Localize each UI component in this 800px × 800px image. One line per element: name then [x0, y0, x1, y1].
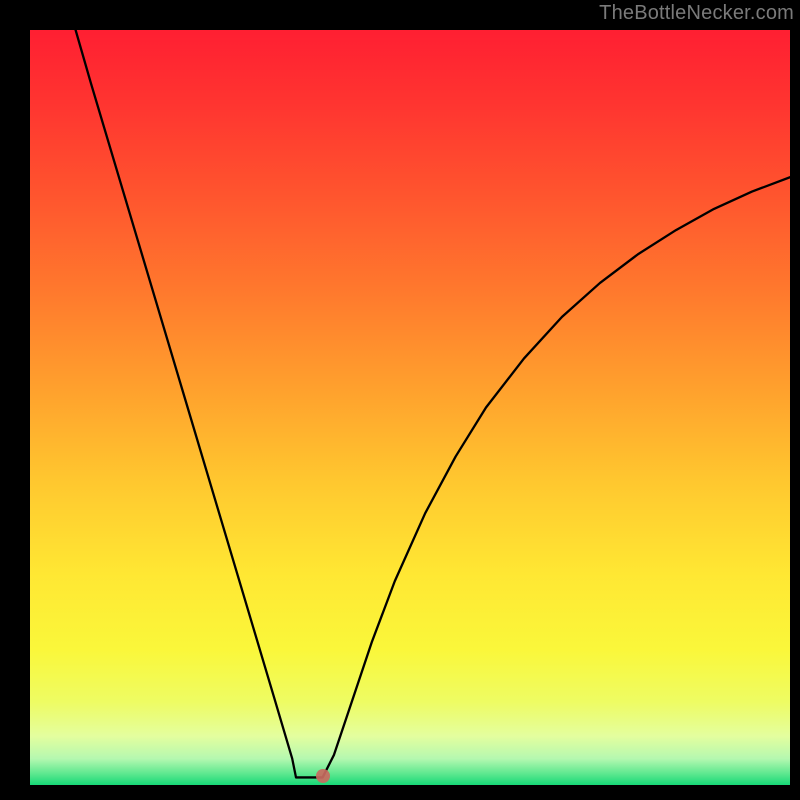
bottleneck-curve [30, 30, 790, 785]
plot-area [30, 30, 790, 785]
frame-right [790, 0, 800, 800]
frame-bottom [0, 785, 800, 800]
watermark-text: TheBottleNecker.com [599, 2, 794, 25]
optimal-point-marker [316, 769, 330, 783]
frame-left [0, 0, 30, 800]
